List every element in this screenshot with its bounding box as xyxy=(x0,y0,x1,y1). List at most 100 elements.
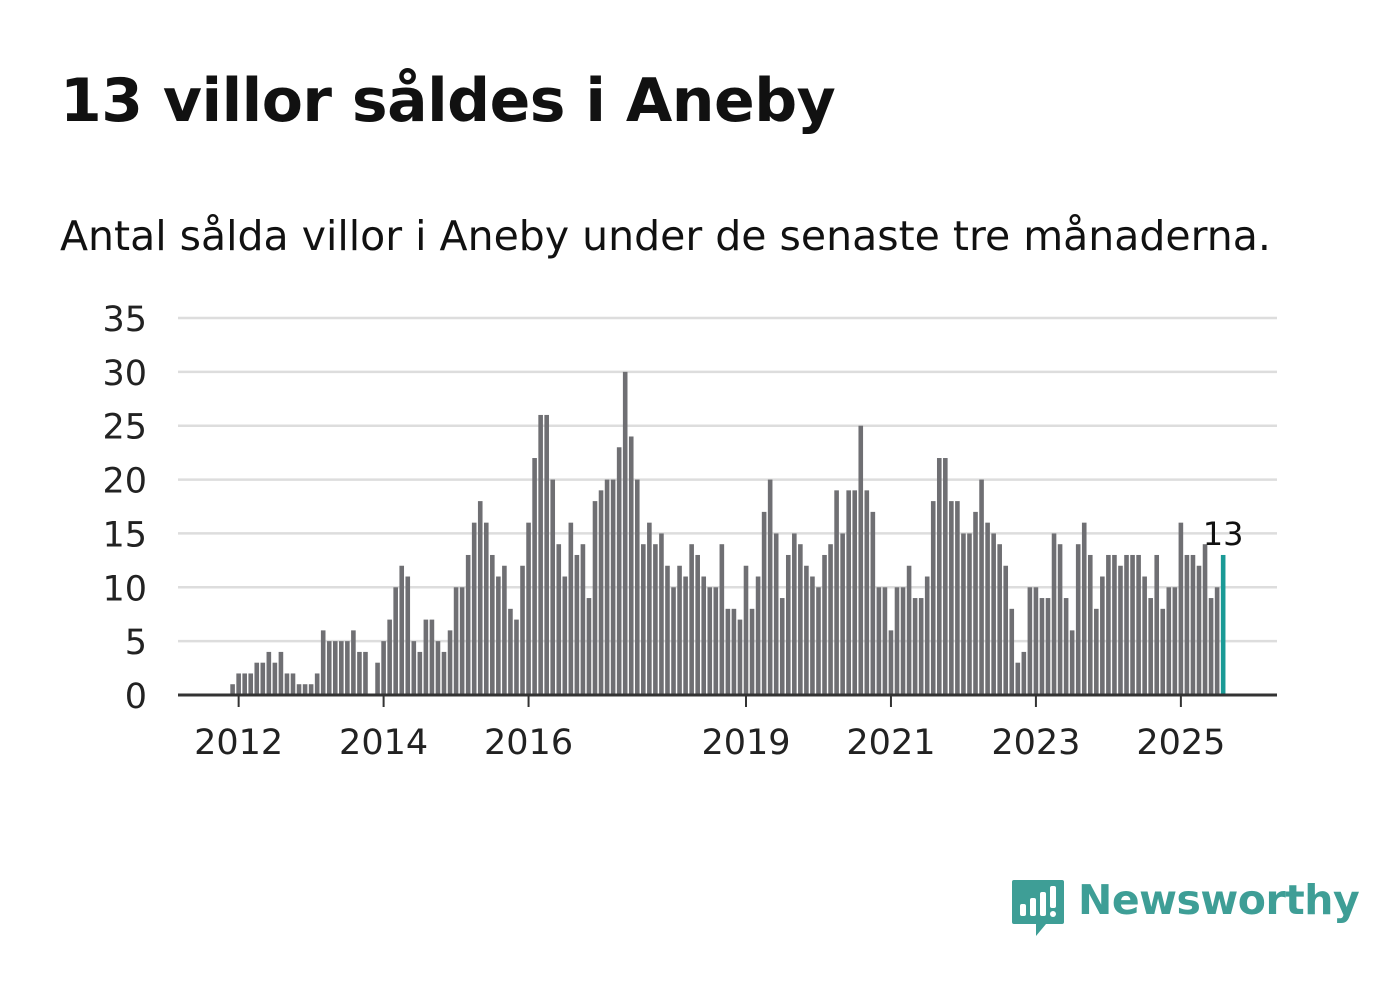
bar xyxy=(1214,587,1220,695)
bar xyxy=(339,641,344,695)
bar xyxy=(580,544,586,695)
bar xyxy=(592,501,598,695)
bar xyxy=(598,490,604,695)
bar xyxy=(1196,565,1202,695)
bar xyxy=(1202,544,1208,695)
bar xyxy=(1148,598,1153,695)
bar xyxy=(773,533,779,695)
bar xyxy=(1136,554,1141,695)
bar xyxy=(302,684,308,695)
y-tick-label: 25 xyxy=(102,408,147,448)
x-axis-labels: 2012 2014 2016 2019 2021 2023 2025 xyxy=(194,723,1225,763)
bar xyxy=(381,641,386,695)
bar xyxy=(586,598,592,695)
bar xyxy=(985,522,990,695)
bar xyxy=(1184,554,1190,695)
chart-subtitle: Antal sålda villor i Aneby under de sena… xyxy=(60,212,1271,260)
gridlines xyxy=(178,316,1277,643)
bar xyxy=(272,662,278,695)
bar xyxy=(260,662,266,695)
bar xyxy=(816,587,821,695)
bar xyxy=(653,544,658,695)
bar xyxy=(1051,533,1057,695)
bar xyxy=(695,554,700,695)
bar xyxy=(707,587,713,695)
bar xyxy=(755,576,761,695)
bar xyxy=(1178,522,1184,695)
bar xyxy=(792,533,797,695)
bar xyxy=(296,684,302,695)
bar xyxy=(453,587,459,695)
bar xyxy=(502,565,507,695)
bar xyxy=(441,651,447,695)
bar xyxy=(363,651,368,695)
bar xyxy=(236,673,241,695)
bar xyxy=(973,511,978,695)
bar xyxy=(1033,587,1039,695)
y-axis-labels: 0 5 10 15 20 25 30 35 xyxy=(102,300,147,717)
chart-title: 13 villor såldes i Aneby xyxy=(60,66,836,136)
x-tick-label: 2016 xyxy=(484,723,573,763)
bar xyxy=(1069,630,1075,695)
bar xyxy=(459,587,465,695)
bar xyxy=(870,511,876,695)
bar xyxy=(725,608,731,695)
bar xyxy=(562,576,568,695)
bar xyxy=(743,565,749,695)
bar xyxy=(1057,544,1063,695)
x-tick-label: 2021 xyxy=(846,723,935,763)
bars xyxy=(230,371,1226,695)
y-tick-label: 10 xyxy=(102,569,147,609)
bar xyxy=(997,544,1002,695)
x-axis-ticks xyxy=(237,695,1182,707)
bar xyxy=(399,565,405,695)
bar xyxy=(677,565,682,695)
bar xyxy=(967,533,972,695)
x-tick-label: 2012 xyxy=(194,723,283,763)
bar xyxy=(1124,554,1129,695)
bar xyxy=(713,587,719,695)
y-tick-label: 35 xyxy=(102,300,147,340)
bar xyxy=(490,554,495,695)
bar xyxy=(1027,587,1033,695)
bar xyxy=(405,576,411,695)
bar xyxy=(308,684,314,695)
bar xyxy=(665,565,670,695)
bar xyxy=(689,544,694,695)
bar xyxy=(326,641,332,695)
bar xyxy=(888,630,894,695)
bar xyxy=(961,533,966,695)
bar xyxy=(1190,554,1196,695)
bar xyxy=(526,522,531,695)
bar xyxy=(779,598,785,695)
x-tick-label: 2025 xyxy=(1136,723,1225,763)
bar xyxy=(1154,554,1160,695)
bar xyxy=(254,662,260,695)
bar xyxy=(351,630,356,695)
y-tick-label: 15 xyxy=(102,515,147,555)
bar xyxy=(671,587,676,695)
bar xyxy=(290,673,296,695)
bar xyxy=(864,490,870,695)
bar xyxy=(465,554,471,695)
bar xyxy=(1130,554,1135,695)
y-tick-label: 20 xyxy=(102,462,147,502)
bar xyxy=(477,501,483,695)
bar xyxy=(314,673,320,695)
bar xyxy=(737,619,743,695)
bar xyxy=(943,458,948,695)
bar xyxy=(1039,598,1045,695)
bar xyxy=(393,587,398,695)
bar xyxy=(604,479,610,695)
bar xyxy=(949,501,954,695)
bar xyxy=(894,587,900,695)
bar xyxy=(1075,544,1081,695)
bar xyxy=(767,479,773,695)
newsworthy-logo-icon xyxy=(1012,880,1064,936)
bar xyxy=(1166,587,1172,695)
bar xyxy=(375,662,380,695)
bar xyxy=(496,576,501,695)
bar xyxy=(447,630,453,695)
bar xyxy=(532,458,537,695)
